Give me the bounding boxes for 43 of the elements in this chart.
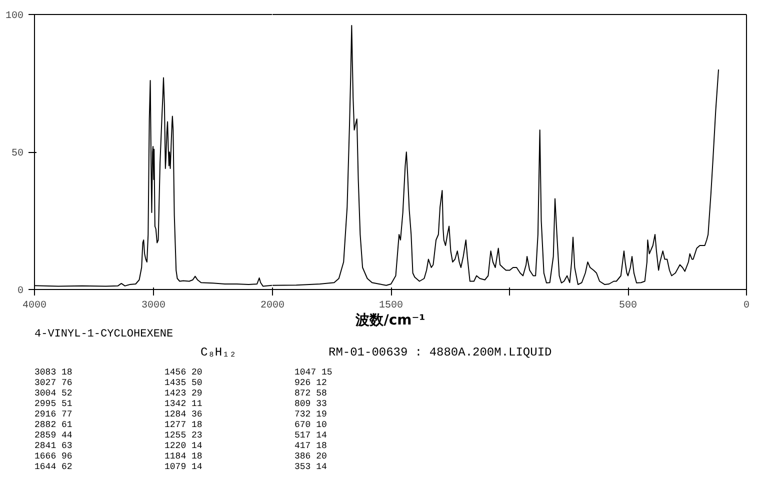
text: 2859 44 [34,430,72,440]
text: 1047 15 [294,368,332,378]
text: 1079 14 [164,462,202,472]
text: 1435 50 [164,378,202,388]
text: 1255 23 [164,430,202,440]
text: 732 19 [294,410,327,420]
text: 1277 18 [164,420,202,430]
text: RM-01-00639 : 4880A.200M.LIQUID [328,346,552,360]
text: 670 10 [294,420,327,430]
text: 809 33 [294,399,327,409]
text: 2841 63 [34,441,72,451]
y-tick-label: 0 [18,286,24,297]
text: 1456 20 [164,368,202,378]
text: 872 58 [294,388,327,398]
x-tick-label: 1500 [379,300,404,312]
text: 417 18 [294,441,327,451]
text: 2882 61 [34,420,72,430]
y-tick-label: 100 [5,11,24,22]
text: 3083 18 [34,368,72,378]
x-tick-label: 4000 [22,300,47,312]
x-tick-label: 2000 [260,300,285,312]
text: 386 20 [294,452,327,462]
text: 1184 18 [164,452,202,462]
text: 4-VINYL-1-CYCLOHEXENE [34,328,174,340]
text: 1342 11 [164,399,202,409]
y-tick-label: 50 [12,148,24,160]
text: 1644 62 [34,462,72,472]
text: 3004 52 [34,388,72,398]
text: 2995 51 [34,399,72,409]
text: C₈H₁₂ [200,346,237,360]
text: 2916 77 [34,410,72,420]
x-tick-label: 500 [619,300,638,312]
text: 1220 14 [164,441,202,451]
text: 1666 96 [34,452,72,462]
text: 517 14 [294,430,327,440]
text: 1423 29 [164,388,202,398]
x-tick-label: 3000 [142,300,166,312]
x-tick-label: 0 [744,300,750,312]
text: 1284 36 [164,410,202,420]
text: 波数/cm⁻¹ [354,312,426,328]
text: 3027 76 [34,378,72,388]
text: 353 14 [294,462,327,472]
text: 926 12 [294,378,327,388]
